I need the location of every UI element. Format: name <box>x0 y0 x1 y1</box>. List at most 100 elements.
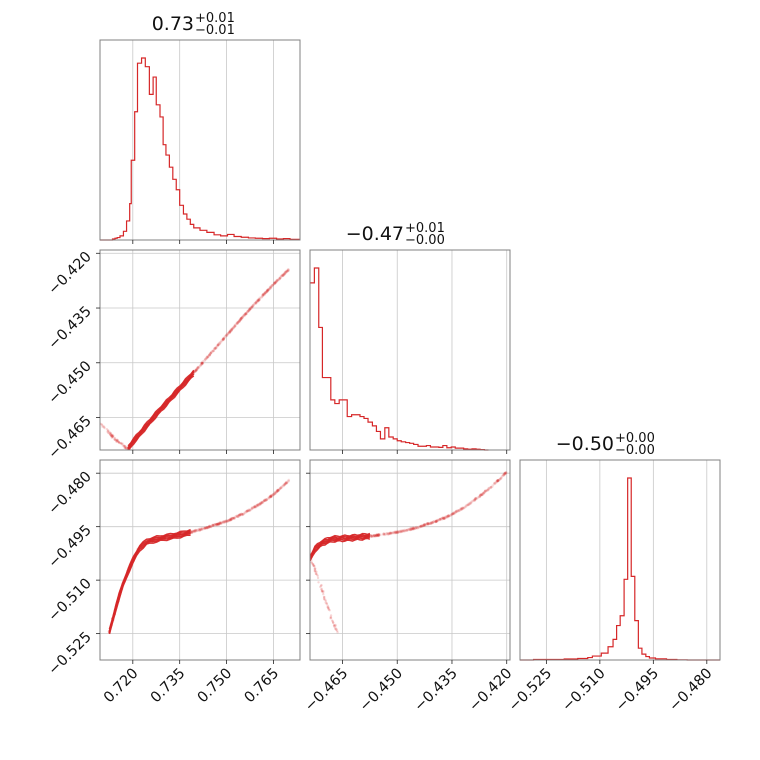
sample-point <box>239 317 243 320</box>
sample-point <box>276 278 279 282</box>
sample-point <box>231 517 235 520</box>
sample-point <box>275 490 278 494</box>
sample-point <box>250 507 253 510</box>
sample-point <box>453 512 456 515</box>
sample-point <box>278 277 282 280</box>
sample-point <box>235 514 239 518</box>
sample-point <box>242 313 246 317</box>
sample-point <box>200 527 204 531</box>
sample-point <box>434 520 437 523</box>
sample-point <box>207 525 211 528</box>
sample-point <box>500 476 503 479</box>
sample-point <box>369 533 373 537</box>
sample-point <box>193 530 196 534</box>
tail-point <box>110 434 113 438</box>
sample-point <box>201 361 204 365</box>
tail-point <box>114 438 117 442</box>
scatter-points <box>310 471 508 634</box>
sample-point <box>243 313 247 317</box>
sample-point <box>273 281 277 285</box>
sample-point <box>222 337 225 341</box>
sample-point <box>462 506 466 510</box>
sample-point <box>270 285 273 289</box>
sample-point <box>437 518 441 521</box>
sample-point <box>207 353 211 357</box>
tail-point <box>327 608 331 611</box>
sample-point <box>222 520 225 524</box>
sample-point <box>195 368 198 371</box>
sample-point <box>409 527 413 530</box>
sample-point <box>218 342 222 346</box>
sample-point <box>257 503 261 506</box>
sample-point <box>278 487 281 491</box>
sample-point <box>236 320 240 324</box>
sample-point <box>238 319 241 323</box>
sample-point <box>261 294 265 297</box>
sample-point <box>244 312 247 315</box>
sample-point <box>426 522 430 526</box>
tail-point <box>118 441 121 445</box>
sample-point <box>479 493 483 497</box>
sample-point <box>496 479 499 482</box>
sample-point <box>496 479 500 482</box>
sample-point <box>442 517 446 520</box>
sample-point <box>459 508 463 511</box>
sample-point <box>275 489 279 493</box>
sample-point <box>205 526 209 529</box>
sample-point <box>194 369 198 373</box>
tail-point <box>122 444 126 447</box>
sample-point <box>272 493 276 497</box>
sample-point <box>244 312 248 316</box>
tail-point <box>119 442 123 445</box>
sample-point <box>197 527 201 531</box>
sample-point <box>493 481 496 485</box>
sample-point <box>496 479 500 482</box>
sample-point <box>274 280 278 284</box>
sample-point <box>256 504 260 507</box>
sample-point <box>261 293 265 297</box>
tail-point <box>101 425 104 428</box>
sample-point <box>205 526 209 530</box>
sample-point <box>380 533 383 537</box>
sample-point <box>262 499 266 502</box>
sample-point <box>389 531 392 535</box>
sample-point <box>273 492 277 496</box>
sample-point <box>284 271 288 275</box>
scatter-points <box>100 268 290 450</box>
sample-point <box>427 522 430 526</box>
sample-point <box>261 500 264 504</box>
sample-point <box>270 494 273 498</box>
tail-point <box>111 435 114 439</box>
sample-point <box>272 282 276 286</box>
sample-point <box>204 526 207 530</box>
sample-point <box>402 529 406 533</box>
sample-point <box>396 530 400 534</box>
sample-point <box>265 498 268 501</box>
sample-point <box>271 283 275 287</box>
sample-point <box>225 520 228 523</box>
sample-point <box>467 502 471 505</box>
sample-point <box>478 495 481 499</box>
sample-point <box>196 366 200 370</box>
sample-point <box>215 523 219 526</box>
sample-point <box>434 520 438 523</box>
sample-point <box>270 495 273 498</box>
sample-point <box>382 532 386 536</box>
sample-point <box>451 512 455 515</box>
tail-point <box>316 576 320 580</box>
sample-point <box>374 534 378 538</box>
sample-point <box>376 534 380 538</box>
sample-point <box>277 278 280 282</box>
sample-point <box>410 527 414 531</box>
sample-point <box>219 340 223 344</box>
sample-point <box>481 491 485 495</box>
sample-point <box>260 500 264 504</box>
sample-point <box>213 346 217 350</box>
sample-point <box>419 525 422 528</box>
sample-point <box>496 479 500 482</box>
sample-point <box>285 481 289 484</box>
sample-point <box>488 486 491 490</box>
sample-point <box>206 354 209 358</box>
sample-point <box>205 357 208 360</box>
